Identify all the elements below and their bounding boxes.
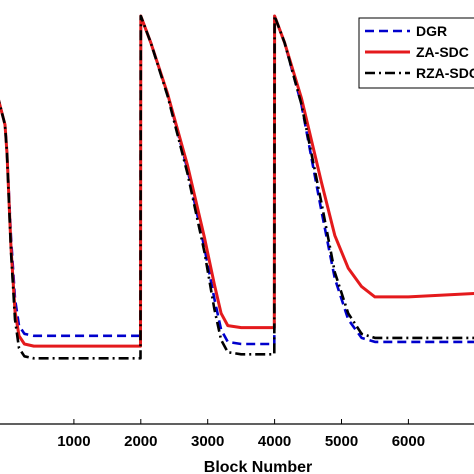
legend: DGR ZA-SDC RZA-SDC — [358, 17, 474, 89]
x-tick-label: 2000 — [124, 433, 157, 450]
x-tick-label: 6000 — [392, 433, 425, 450]
x-axis-label: Block Number — [204, 459, 312, 474]
x-tick-label: 3000 — [191, 433, 224, 450]
x-ticks: 1000 2000 3000 4000 5000 6000 — [57, 419, 425, 450]
x-tick-label: 1000 — [57, 433, 90, 450]
series-layer — [0, 14, 474, 360]
series-line-za-sdc — [0, 14, 474, 348]
x-tick-label: 4000 — [258, 433, 291, 450]
series-line-dgr — [0, 14, 474, 346]
series-line-rza-sdc — [0, 14, 474, 360]
x-tick-label: 5000 — [325, 433, 358, 450]
legend-label-za-sdc: ZA-SDC — [416, 44, 469, 60]
legend-label-rza-sdc: RZA-SDC — [416, 65, 474, 81]
legend-label-dgr: DGR — [416, 23, 447, 39]
